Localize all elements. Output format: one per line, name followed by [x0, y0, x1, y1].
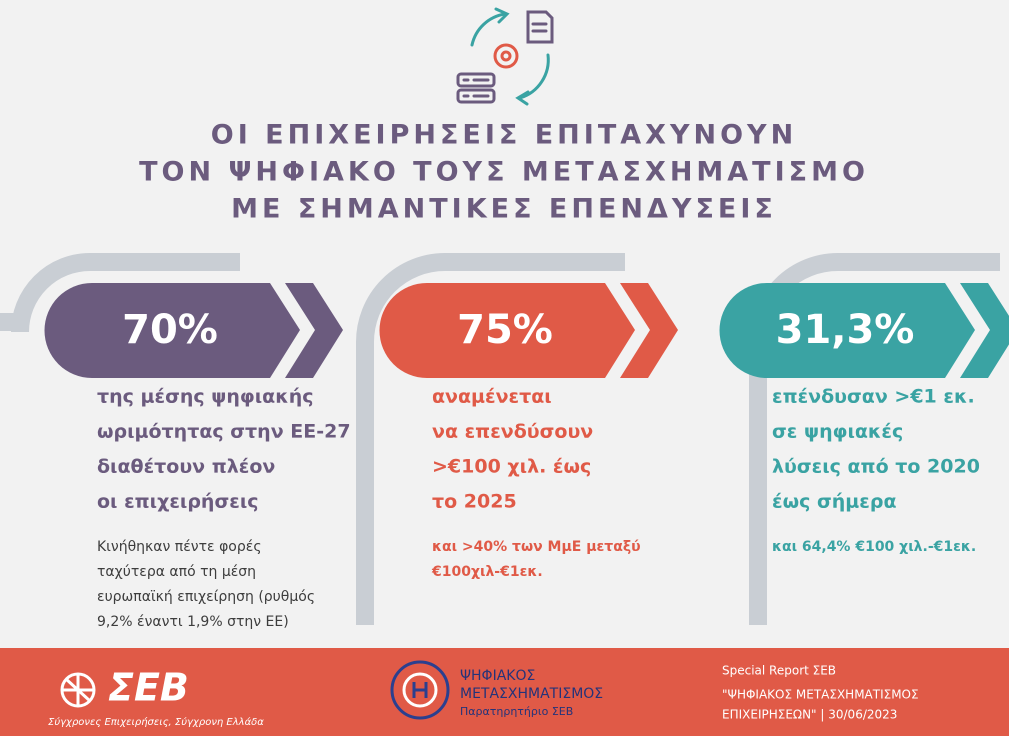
footer-band [0, 648, 1009, 736]
card: 75% αναμένεται να επενδύσουν >€100 χιλ. έως… [356, 253, 678, 625]
card-main-line: της μέσης ψηφιακής [97, 386, 314, 408]
card-main-line: διαθέτουν πλέον [97, 456, 275, 478]
card-main-line: λύσεις από το 2020 [772, 456, 980, 478]
footer-center-icon [390, 660, 450, 720]
card-note-line: και >40% των ΜμΕ μεταξύ [432, 539, 641, 555]
card-main-line: να επενδύσουν [432, 421, 593, 443]
title-line: ΟΙ ΕΠΙΧΕΙΡΗΣΕΙΣ ΕΠΙΤΑΧΥΝΟΥΝ [211, 120, 797, 151]
card-value: 70% [122, 307, 218, 353]
card: 31,3% επένδυσαν >€1 εκ. σε ψηφιακές λύσεις … [719, 253, 1009, 625]
title: ΟΙ ΕΠΙΧΕΙΡΗΣΕΙΣ ΕΠΙΤΑΧΥΝΟΥΝ ΤΟΝ ΨΗΦΙΑΚΟ Τ… [139, 120, 869, 225]
card-pill [44, 283, 300, 378]
card-arc [356, 253, 625, 625]
card-value: 31,3% [776, 307, 915, 353]
footer-right-line: "ΨΗΦΙΑΚΟΣ ΜΕΤΑΣΧΗΜΑΤΙΣΜΟΣ [722, 688, 919, 702]
card-note-line: 9,2% έναντι 1,9% στην ΕΕ) [97, 614, 289, 630]
card-main-line: >€100 χιλ. έως [432, 456, 591, 478]
card-chevron [960, 283, 1009, 378]
card-pill [379, 283, 635, 378]
card: 70% της μέσης ψηφιακής ωριμότητας στην ΕΕ-… [0, 253, 351, 630]
card-main-line: επένδυσαν >€1 εκ. [772, 386, 975, 408]
card-chevron [285, 283, 343, 378]
card-main-line: σε ψηφιακές [772, 421, 903, 443]
card-arc [0, 253, 240, 333]
title-line: ΜΕ ΣΗΜΑΝΤΙΚΕΣ ΕΠΕΝΔΥΣΕΙΣ [231, 194, 777, 225]
card-note-line: Κινήθηκαν πέντε φορές [97, 539, 262, 555]
footer-logo-mark [60, 672, 96, 708]
card-main-line: έως σήμερα [772, 491, 897, 513]
footer-center-line: ΜΕΤΑΣΧΗΜΑΤΙΣΜΟΣ [460, 686, 603, 702]
footer-right-line: ΕΠΙΧΕΙΡΗΣΕΩΝ" | 30/06/2023 [722, 708, 897, 722]
top-icon [456, 7, 554, 106]
card-chevron [620, 283, 678, 378]
footer-center-line: ΨΗΦΙΑΚΟΣ [460, 668, 535, 684]
card-main-line: αναμένεται [432, 386, 552, 408]
cards: 70% της μέσης ψηφιακής ωριμότητας στην ΕΕ-… [0, 253, 1009, 630]
card-main-line: οι επιχειρήσεις [97, 491, 258, 513]
card-note-line: και 64,4% €100 χιλ.-€1εκ. [772, 539, 976, 555]
card-note-line: ευρωπαϊκή επιχείρηση (ρυθμός [97, 589, 315, 605]
title-line: ΤΟΝ ΨΗΦΙΑΚΟ ΤΟΥΣ ΜΕΤΑΣΧΗΜΑΤΙΣΜΟ [139, 157, 869, 188]
footer-tagline: Σύγχρονες Επιχειρήσεις, Σύγχρονη Ελλάδα [48, 716, 264, 728]
card-note-line: ταχύτερα από τη μέση [97, 564, 256, 580]
footer-center-sub: Παρατηρητήριο ΣΕΒ [460, 705, 573, 718]
card-pill [719, 283, 975, 378]
card-value: 75% [457, 307, 553, 353]
card-main-line: το 2025 [432, 491, 517, 513]
card-note-line: €100χιλ-€1εκ. [431, 564, 543, 580]
footer-right-line: Special Report ΣΕΒ [722, 664, 836, 678]
footer-logo: ΣΕΒ [108, 666, 189, 710]
card-main-line: ωριμότητας στην ΕΕ-27 [97, 421, 351, 443]
